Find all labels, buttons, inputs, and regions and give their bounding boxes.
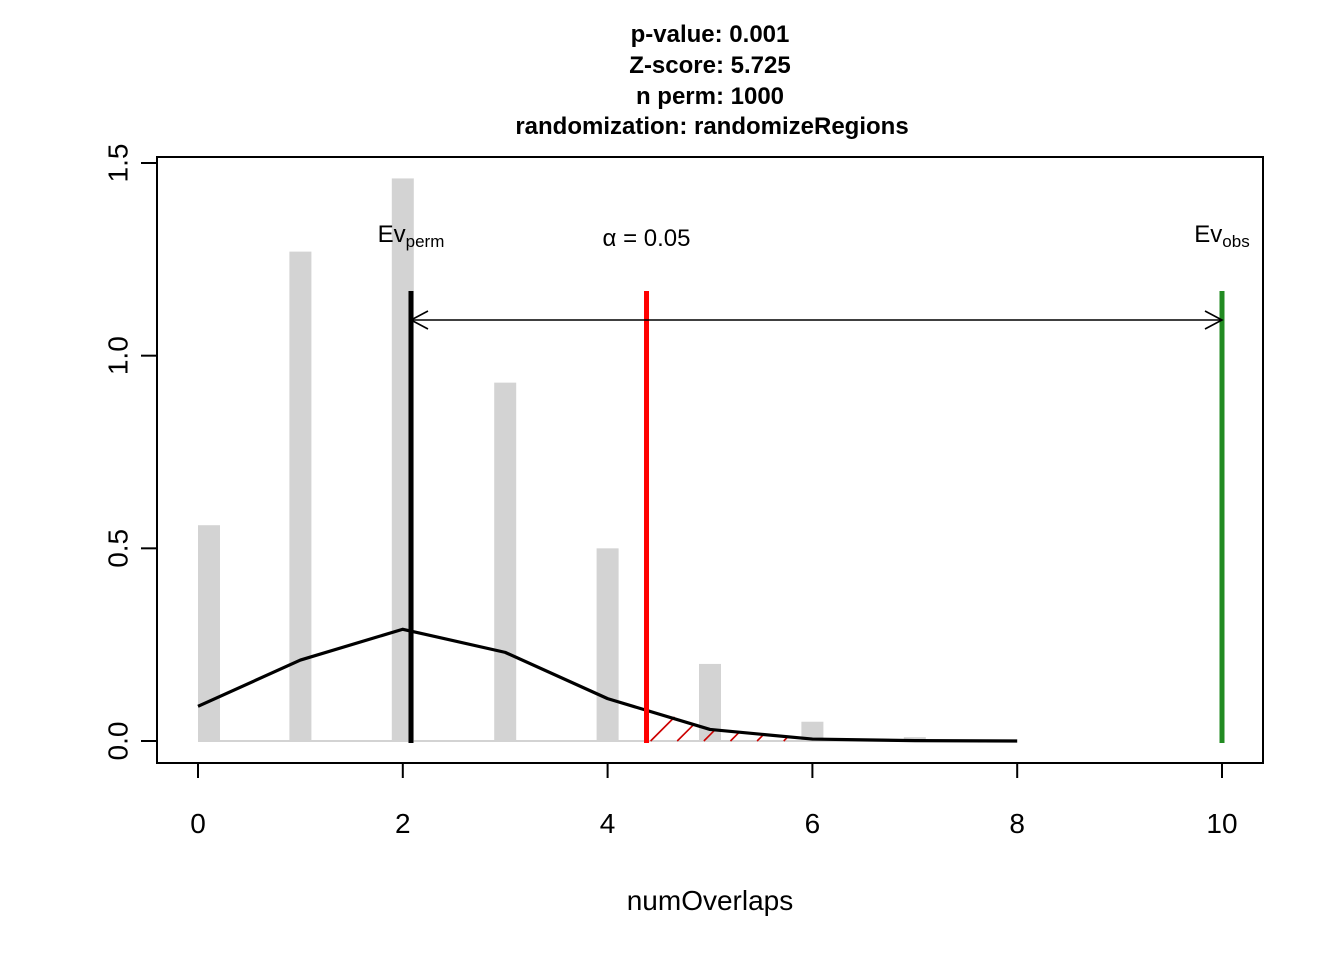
rejection-hatch-line [729,732,740,742]
x-tick-label: 8 [1009,808,1025,839]
histogram-bar [801,721,824,741]
histogram-bar [289,251,312,741]
plot-title: p-value: 0.001 Z-score: 5.725 n perm: 10… [515,21,908,140]
title-line-zscore: Z-score: 5.725 [629,52,790,79]
histogram-bar [494,382,517,741]
rejection-hatch-line [756,734,764,742]
title-line-randomization: randomization: randomizeRegions [515,113,908,140]
rejection-hatch-line [650,716,676,742]
x-axis: 0 2 4 6 8 10 [190,762,1238,839]
y-tick-label: 1.5 [102,144,133,183]
title-line-pvalue: p-value: 0.001 [631,21,790,48]
histogram-bar [198,525,220,741]
x-tick-label: 0 [190,808,206,839]
density-curve-group [197,627,1018,743]
y-axis: 0.0 0.5 1.0 1.5 [102,144,158,761]
rejection-hatch-line [703,729,716,742]
y-tick-label: 0.0 [102,722,133,761]
y-tick-label: 0.5 [102,529,133,568]
rejection-hatch-line [783,737,788,742]
arrow-head-left [409,310,429,330]
arrow-head-right [1204,310,1224,330]
annotations: Evperm Evobs α = 0.05 [378,221,1250,252]
rejection-hatch-line [676,723,695,742]
density-curve [197,627,1018,743]
reference-lines [408,291,1225,743]
alpha-label: α = 0.05 [603,225,691,252]
title-line-nperm: n perm: 1000 [636,83,784,110]
x-tick-label: 10 [1206,808,1237,839]
x-tick-label: 4 [600,808,616,839]
distance-arrow [409,310,1224,330]
rejection-region-hatch [650,716,788,742]
x-tick-label: 6 [805,808,821,839]
x-tick-label: 2 [395,808,411,839]
x-axis-label: numOverlaps [627,885,794,916]
ev-obs-label: Evobs [1194,221,1249,251]
y-tick-label: 1.0 [102,336,133,375]
histogram-bar [699,663,721,741]
ev-perm-label: Evperm [378,221,445,251]
histogram-bar [596,548,619,741]
histogram-bar [391,178,414,741]
